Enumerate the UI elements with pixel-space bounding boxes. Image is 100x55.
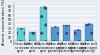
Y-axis label: Atomic concentration (%): Atomic concentration (%) <box>2 0 6 45</box>
Bar <box>51 27 59 41</box>
Bar <box>17 28 25 41</box>
Bar <box>40 7 47 41</box>
Bar <box>29 32 36 41</box>
Bar <box>74 30 81 41</box>
Bar <box>85 23 93 41</box>
Bar <box>63 25 70 41</box>
